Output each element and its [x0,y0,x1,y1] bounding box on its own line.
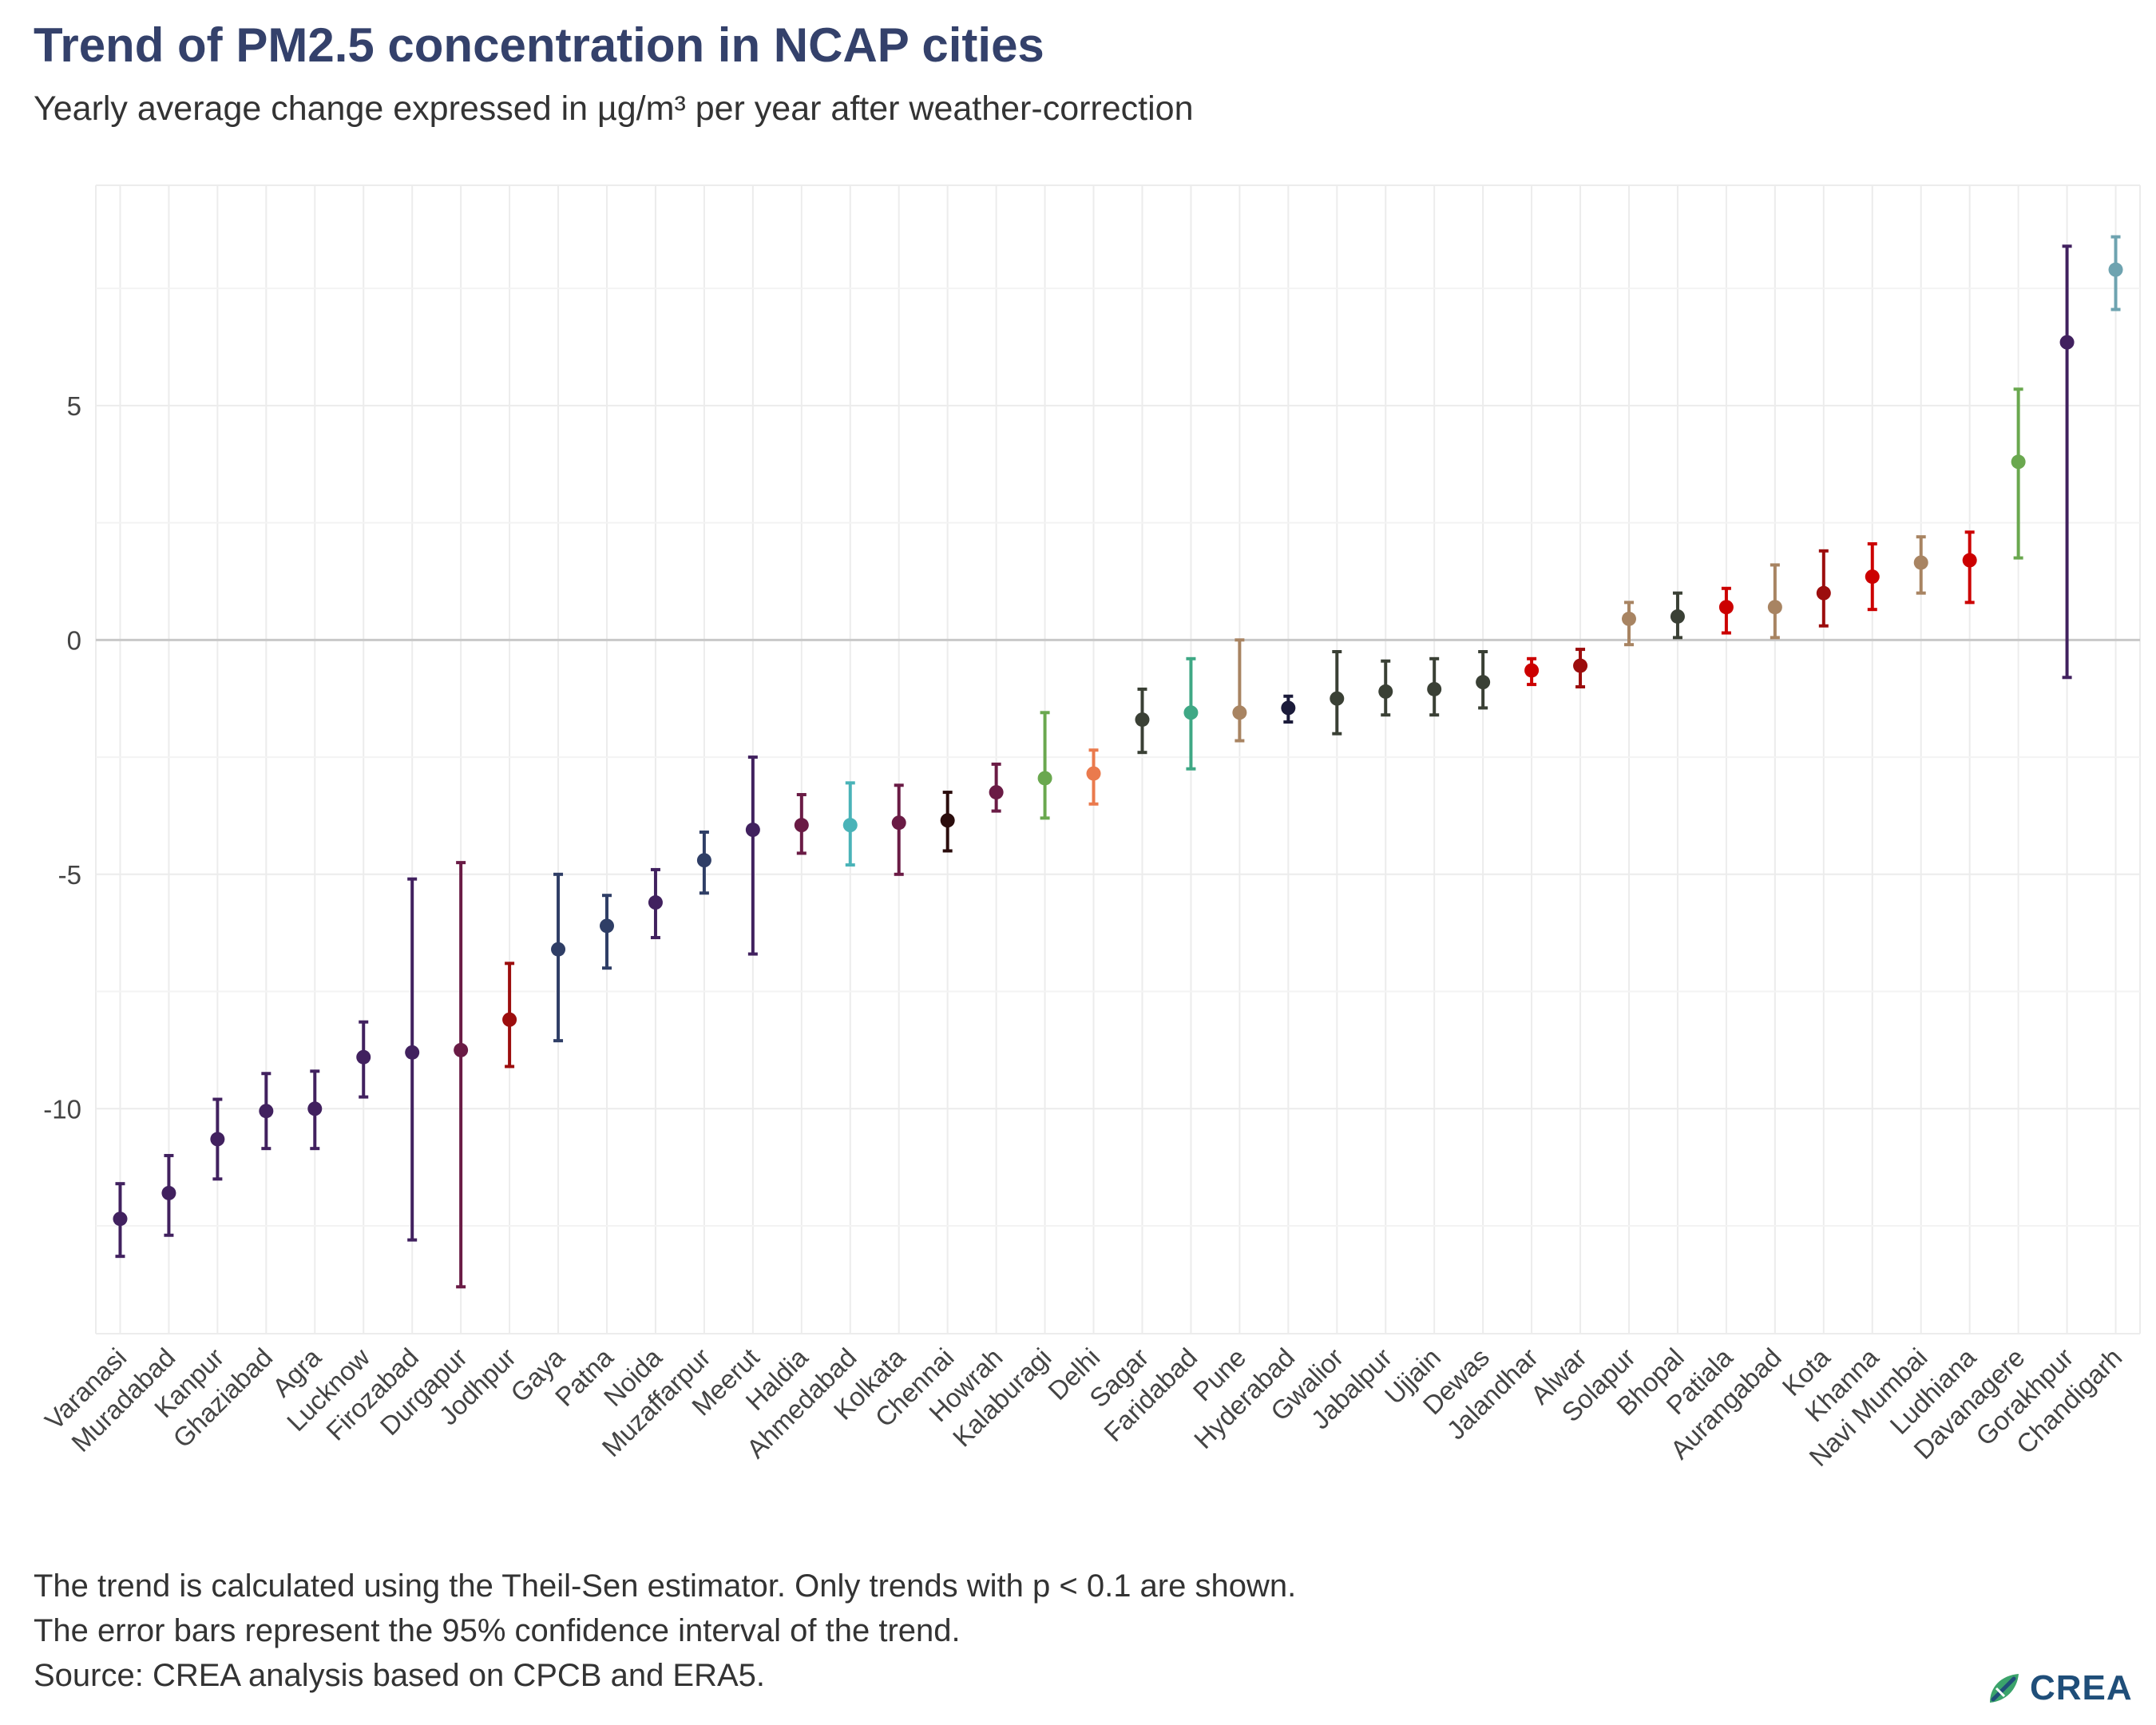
caption-line-source: Source: CREA analysis based on CPCB and … [34,1658,766,1693]
y-tick-label: -5 [58,860,81,890]
data-point [2059,335,2075,350]
caption: The trend is calculated using the Theil-… [34,1564,1296,1698]
data-point [600,918,614,934]
data-point [1086,766,1101,781]
y-axis: -10 -5 0 5 [43,391,81,1124]
chart-subtitle: Yearly average change expressed in µg/m³… [34,89,1194,128]
data-point [1476,675,1491,690]
data-point [1232,705,1247,720]
crea-logo: CREA [1987,1664,2133,1712]
data-point [307,1101,323,1116]
data-point [356,1049,371,1065]
data-point [454,1042,469,1057]
data-point [1622,611,1636,626]
data-point [1573,658,1588,673]
data-point [113,1211,128,1227]
caption-line-error-bars: The error bars represent the 95% confide… [34,1613,961,1648]
data-point [1718,600,1734,615]
y-tick-label: 0 [67,625,81,655]
data-point [891,815,906,831]
crea-leaf-icon [1990,1674,2019,1703]
data-point [1135,712,1150,728]
data-point [405,1045,420,1060]
logo-text: CREA [2030,1668,2133,1707]
data-point [794,818,809,833]
data-point [1865,569,1880,585]
chart-title: Trend of PM2.5 concentration in NCAP cit… [34,18,1044,72]
data-point [696,853,711,868]
data-point [1378,684,1393,699]
data-point [210,1132,225,1147]
data-point [259,1104,274,1119]
trend-chart: -10 -5 0 5 VaranasiMuradabadKanpurGhaziabad… [39,184,2141,1472]
data-point [161,1185,176,1200]
data-point [1183,705,1199,720]
data-point [1767,600,1782,615]
data-point [648,895,663,910]
grid [95,184,2141,1334]
data-point [745,823,760,838]
data-point [940,813,955,828]
data-point [502,1012,517,1027]
data-point [1524,663,1540,678]
data-point [842,818,858,833]
data-point [1281,700,1296,716]
data-point [1913,555,1928,570]
error-bars [115,235,2121,1289]
caption-line-method: The trend is calculated using the Theil-… [34,1568,1297,1604]
data-point [989,785,1004,800]
data-points [113,262,2123,1227]
data-point [551,942,566,957]
data-point [1816,585,1831,601]
data-point [1037,771,1052,786]
y-tick-label: 5 [67,391,81,421]
data-point [1330,691,1345,706]
data-point [1427,681,1442,696]
data-point [2108,262,2123,277]
y-tick-label: -10 [43,1094,81,1124]
x-axis-labels: VaranasiMuradabadKanpurGhaziabadAgraLuck… [39,1342,2128,1472]
data-point [1962,553,1977,568]
data-point [1670,609,1685,624]
data-point [2011,454,2026,470]
